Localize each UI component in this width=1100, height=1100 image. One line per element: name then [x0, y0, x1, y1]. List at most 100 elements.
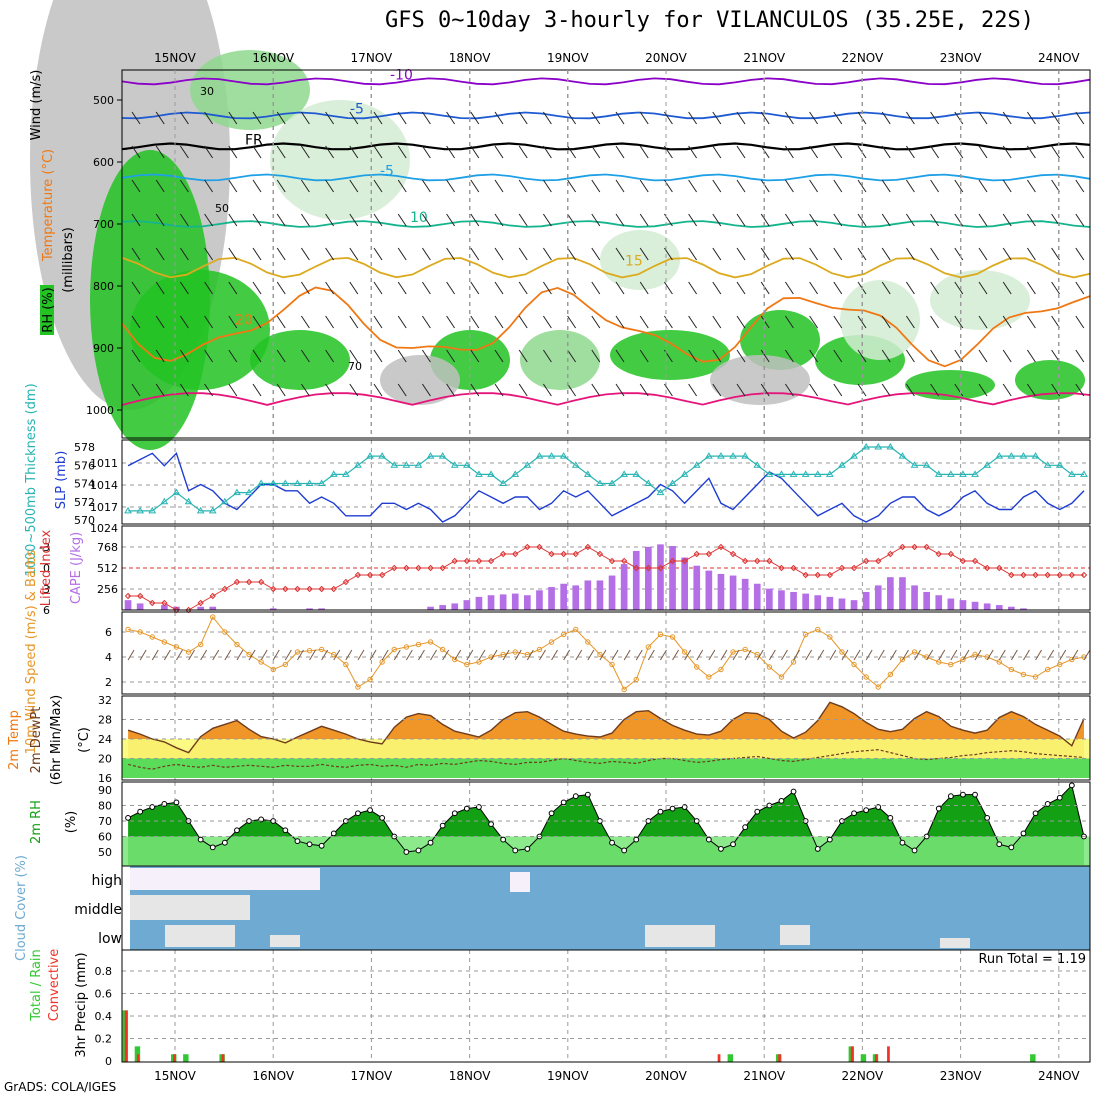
wind-barb: [954, 315, 964, 329]
surface-barb: [526, 649, 534, 661]
wind-barb: [712, 213, 722, 227]
wind-barb: [615, 145, 625, 159]
wind-barb: [542, 383, 552, 397]
temp-tick-label: 28: [98, 714, 112, 727]
wind-barb: [978, 281, 988, 295]
wind-barb: [639, 179, 649, 193]
wind-point: [210, 614, 216, 620]
wind-barb: [204, 349, 214, 363]
wind-point: [318, 646, 325, 653]
wind-barb: [518, 111, 528, 125]
rh-point: [984, 815, 991, 821]
wind-barb: [494, 213, 504, 227]
wind-barb: [881, 315, 891, 329]
temp-frame: [121, 695, 1091, 781]
date-label-bottom: 17NOV: [351, 1069, 393, 1083]
wind-barb: [131, 179, 141, 193]
wind-barb: [954, 111, 964, 125]
wind-barb: [397, 383, 407, 397]
wind-barb: [228, 315, 238, 329]
li-point: [766, 557, 773, 565]
wind-barb: [494, 145, 504, 159]
cape-bar: [874, 585, 882, 610]
li-point: [1068, 571, 1076, 579]
profile-panel: -10 -5 FR -5 10 15 20 30 50 70 500 600 700 800 900 1000…: [29, 0, 1091, 450]
surface-barb: [986, 649, 994, 661]
surface-barb: [684, 649, 692, 661]
rh-point: [560, 799, 567, 806]
wind-barb: [228, 213, 238, 227]
rh-point: [960, 791, 966, 798]
li-point: [415, 564, 422, 572]
rh2m-panel: 50 60 70 80 90 2m RH (%): [29, 781, 1091, 867]
rh-point: [1008, 844, 1015, 851]
wind-point: [802, 631, 809, 638]
thickness-point: [801, 470, 810, 477]
wind-barb: [1075, 179, 1085, 193]
thickness-point: [983, 461, 992, 468]
cape-bar: [645, 546, 652, 610]
rh-point: [197, 836, 204, 843]
li-point: [669, 557, 676, 565]
li-tick-label: 6: [43, 604, 50, 617]
wind-barb: [494, 179, 504, 193]
temp-label-2: 2m DewPt: [29, 707, 44, 774]
li-point: [620, 557, 628, 565]
wind-point: [815, 626, 821, 633]
profile-ytick-label: 1000: [86, 404, 114, 417]
wind-barb: [736, 111, 746, 125]
wind-barb: [1075, 213, 1085, 227]
wind-barb: [881, 179, 891, 193]
page-title: GFS 0~10day 3-hourly for VILANCULOS (35.…: [385, 8, 1035, 33]
rh-point: [863, 807, 870, 814]
li-point: [391, 564, 398, 572]
wind-barb: [228, 349, 238, 363]
wind-barb: [736, 247, 746, 261]
surface-barb: [865, 649, 873, 661]
profile-legend-temp: Temperature (°C): [41, 149, 56, 262]
wind-barb: [300, 383, 310, 397]
wind-barb: [518, 349, 528, 363]
thickness-point: [850, 452, 858, 459]
thickness-point: [317, 479, 326, 486]
rh-point: [947, 793, 954, 800]
wind-barb: [809, 247, 819, 261]
wind-barb: [591, 213, 601, 227]
wind-barb: [809, 315, 819, 329]
thickness-point: [753, 461, 762, 468]
wind-barb: [155, 145, 165, 159]
wind-point: [500, 651, 506, 658]
rh-unit-label: (%): [64, 811, 79, 834]
wind-point: [766, 664, 773, 670]
precip-legend-conv: Convective: [47, 949, 62, 1022]
wind-barb: [1002, 179, 1012, 193]
wind-point: [137, 629, 143, 635]
wind-barb: [809, 281, 819, 295]
wind-point: [149, 634, 155, 640]
wind-point: [669, 634, 676, 640]
profile-ytick-label: 600: [93, 156, 114, 169]
thickness-point: [136, 506, 145, 514]
li-point: [754, 557, 761, 565]
wind-barb: [131, 315, 141, 329]
thickness-point: [124, 506, 132, 514]
wind-barb: [833, 281, 843, 295]
wind-barb: [1051, 349, 1061, 363]
li-point: [245, 578, 253, 586]
surface-barb: [563, 649, 571, 661]
thickness-point: [160, 497, 169, 505]
rh-point: [209, 844, 216, 851]
wind-barb: [373, 145, 383, 159]
wind-barb: [276, 213, 286, 227]
li-point: [342, 578, 350, 586]
wind-barb: [131, 349, 141, 363]
wind-barb: [179, 315, 189, 329]
thickness-point: [668, 479, 677, 486]
rh-point: [221, 839, 228, 846]
surface-barb: [696, 649, 704, 661]
li-point: [1044, 571, 1051, 579]
wind-barb: [1002, 383, 1012, 397]
cape-bar: [741, 578, 749, 610]
thickness-point: [874, 443, 883, 450]
wind-barb: [639, 349, 649, 363]
